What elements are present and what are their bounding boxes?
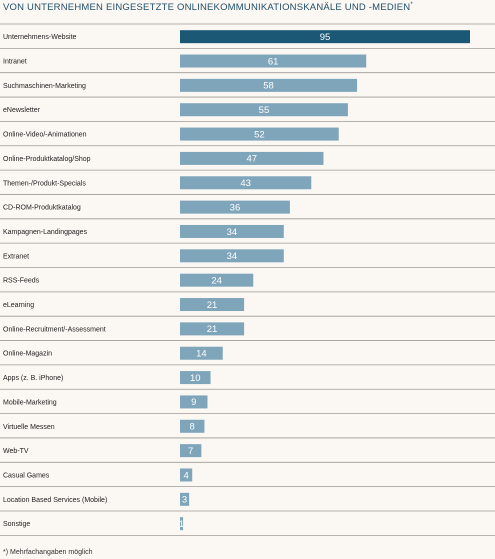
data-label: 14 bbox=[196, 349, 207, 360]
data-label: 4 bbox=[183, 470, 188, 481]
data-label: 43 bbox=[240, 178, 251, 189]
category-label: Online-Produktkatalog/Shop bbox=[3, 156, 91, 163]
bar bbox=[180, 54, 367, 68]
category-label: Extranet bbox=[3, 253, 29, 260]
data-label: 1 bbox=[179, 519, 184, 530]
bar bbox=[180, 103, 348, 117]
bar bbox=[180, 322, 245, 336]
category-label: Online-Magazin bbox=[3, 351, 52, 358]
data-label: 34 bbox=[227, 227, 238, 238]
category-label: Online-Video/-Animationen bbox=[3, 132, 87, 139]
category-label: Casual Games bbox=[3, 472, 50, 479]
bar bbox=[180, 273, 254, 287]
category-label: CD-ROM-Produktkatalog bbox=[3, 205, 81, 212]
bar bbox=[180, 224, 284, 238]
bar bbox=[180, 492, 190, 506]
chart-title-marker: * bbox=[410, 2, 413, 8]
data-label: 21 bbox=[207, 324, 218, 335]
category-label: Intranet bbox=[3, 59, 27, 66]
bar bbox=[180, 78, 358, 92]
bar bbox=[180, 444, 202, 458]
data-label: 58 bbox=[263, 81, 274, 92]
category-label: Sonstige bbox=[3, 521, 30, 528]
category-label: Location Based Services (Mobile) bbox=[3, 497, 107, 504]
data-label: 10 bbox=[190, 373, 201, 384]
bar bbox=[180, 249, 284, 263]
chart-title: VON UNTERNEHMEN EINGESETZTE ONLINEKOMMUN… bbox=[3, 2, 493, 13]
chart-title-text: VON UNTERNEHMEN EINGESETZTE ONLINEKOMMUN… bbox=[3, 2, 411, 14]
data-label: 36 bbox=[230, 202, 241, 213]
bar bbox=[180, 346, 223, 360]
category-label: Online-Recruitment/-Assessment bbox=[3, 326, 106, 333]
category-label: Unternehmens-Website bbox=[3, 34, 77, 41]
bar bbox=[180, 371, 211, 385]
bar bbox=[180, 419, 205, 433]
data-label: 61 bbox=[268, 56, 279, 67]
data-label: 52 bbox=[254, 129, 265, 140]
bar bbox=[180, 30, 470, 44]
data-label: 47 bbox=[246, 154, 257, 165]
data-label: 8 bbox=[190, 422, 195, 433]
category-label: RSS-Feeds bbox=[3, 278, 40, 285]
data-label: 24 bbox=[211, 275, 222, 286]
category-label: eLearning bbox=[3, 302, 34, 309]
data-label: 3 bbox=[182, 495, 187, 506]
bar bbox=[180, 151, 324, 165]
data-label: 9 bbox=[191, 397, 196, 408]
category-label: Apps (z. B. iPhone) bbox=[3, 375, 63, 382]
bar bbox=[180, 468, 193, 482]
bar bbox=[180, 200, 290, 214]
bar bbox=[180, 395, 208, 409]
bar bbox=[180, 127, 339, 141]
category-label: Web-TV bbox=[3, 448, 29, 455]
data-label: 21 bbox=[207, 300, 218, 311]
bar bbox=[180, 176, 312, 190]
category-label: Themen-/Produkt-Specials bbox=[3, 180, 86, 187]
category-label: Suchmaschinen-Marketing bbox=[3, 83, 86, 90]
data-label: 95 bbox=[320, 32, 331, 43]
bar bbox=[180, 517, 184, 531]
category-label: Virtuelle Messen bbox=[3, 424, 55, 431]
category-label: eNewsletter bbox=[3, 107, 41, 114]
data-label: 34 bbox=[227, 251, 238, 262]
bar bbox=[180, 298, 245, 312]
footnote: *) Mehrfachangaben möglich bbox=[3, 549, 93, 556]
category-label: Mobile-Marketing bbox=[3, 399, 57, 406]
data-label: 55 bbox=[259, 105, 270, 116]
data-label: 7 bbox=[188, 446, 193, 457]
category-label: Kampagnen-Landingpages bbox=[3, 229, 88, 236]
